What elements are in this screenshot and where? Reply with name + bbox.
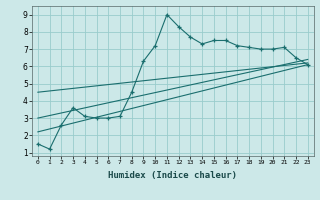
X-axis label: Humidex (Indice chaleur): Humidex (Indice chaleur) <box>108 171 237 180</box>
